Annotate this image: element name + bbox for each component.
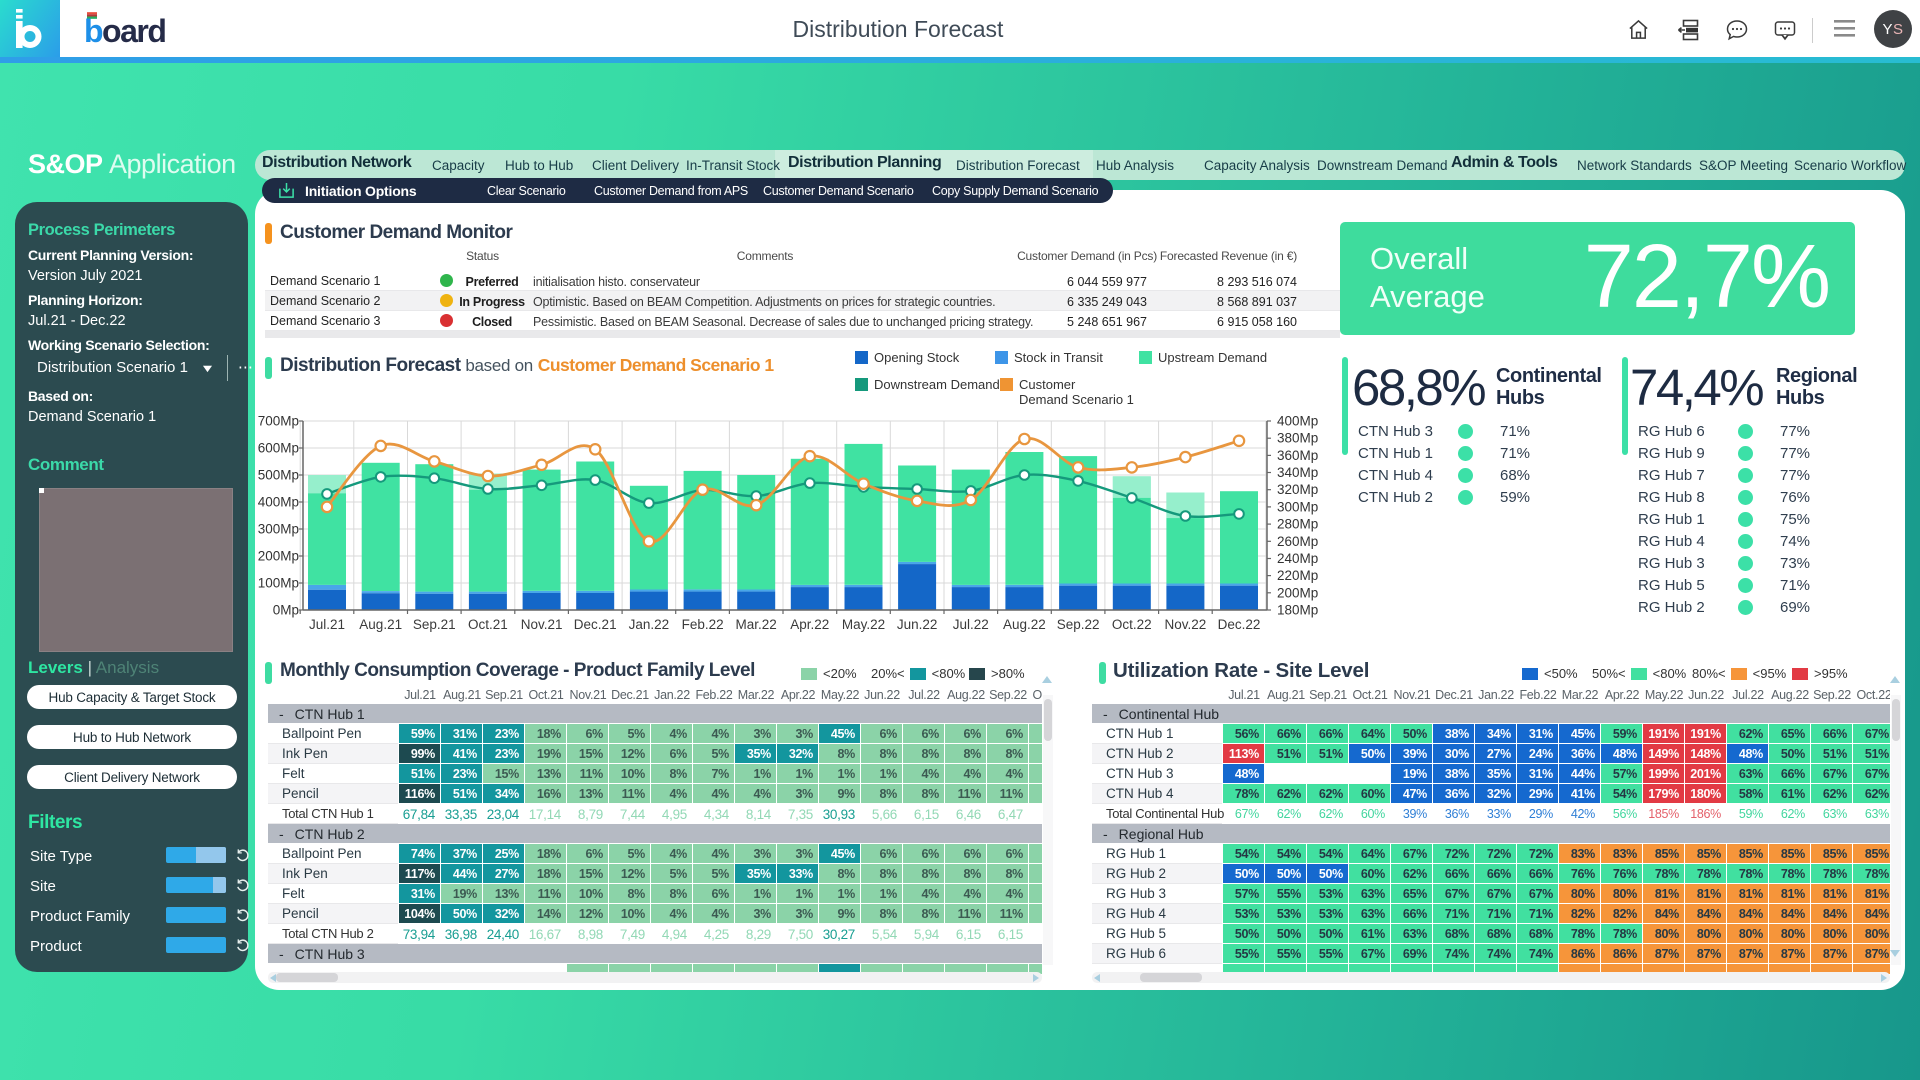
- svg-text:360Mp: 360Mp: [1277, 448, 1318, 463]
- svg-text:Oct.22: Oct.22: [1112, 617, 1152, 632]
- svg-text:Dec.21: Dec.21: [574, 617, 617, 632]
- svg-text:400Mp: 400Mp: [258, 495, 299, 510]
- svg-text:200Mp: 200Mp: [258, 549, 299, 564]
- svg-text:Jul.21: Jul.21: [309, 617, 345, 632]
- svg-text:Jul.22: Jul.22: [953, 617, 989, 632]
- svg-text:500Mp: 500Mp: [258, 468, 299, 483]
- svg-text:340Mp: 340Mp: [1277, 465, 1318, 480]
- svg-text:320Mp: 320Mp: [1277, 482, 1318, 497]
- svg-text:Apr.22: Apr.22: [790, 617, 829, 632]
- svg-text:300Mp: 300Mp: [258, 522, 299, 537]
- svg-text:100Mp: 100Mp: [258, 576, 299, 591]
- svg-text:400Mp: 400Mp: [1277, 414, 1318, 429]
- svg-text:Feb.22: Feb.22: [682, 617, 724, 632]
- svg-text:Jan.22: Jan.22: [629, 617, 670, 632]
- svg-text:Mar.22: Mar.22: [736, 617, 777, 632]
- svg-text:380Mp: 380Mp: [1277, 431, 1318, 446]
- svg-text:200Mp: 200Mp: [1277, 585, 1318, 600]
- svg-text:220Mp: 220Mp: [1277, 568, 1318, 583]
- svg-text:240Mp: 240Mp: [1277, 551, 1318, 566]
- svg-text:Aug.22: Aug.22: [1003, 617, 1046, 632]
- svg-text:260Mp: 260Mp: [1277, 534, 1318, 549]
- svg-text:Oct.21: Oct.21: [468, 617, 508, 632]
- svg-text:Dec.22: Dec.22: [1218, 617, 1261, 632]
- svg-text:Sep.21: Sep.21: [413, 617, 456, 632]
- svg-text:0Mp: 0Mp: [273, 603, 299, 618]
- svg-text:Sep.22: Sep.22: [1057, 617, 1100, 632]
- svg-text:700Mp: 700Mp: [258, 414, 299, 429]
- svg-text:280Mp: 280Mp: [1277, 517, 1318, 532]
- svg-text:180Mp: 180Mp: [1277, 603, 1318, 618]
- svg-text:May.22: May.22: [842, 617, 885, 632]
- svg-text:300Mp: 300Mp: [1277, 499, 1318, 514]
- svg-text:Aug.21: Aug.21: [359, 617, 402, 632]
- svg-text:600Mp: 600Mp: [258, 441, 299, 456]
- svg-text:Nov.22: Nov.22: [1165, 617, 1207, 632]
- svg-text:Jun.22: Jun.22: [897, 617, 938, 632]
- svg-text:Nov.21: Nov.21: [521, 617, 563, 632]
